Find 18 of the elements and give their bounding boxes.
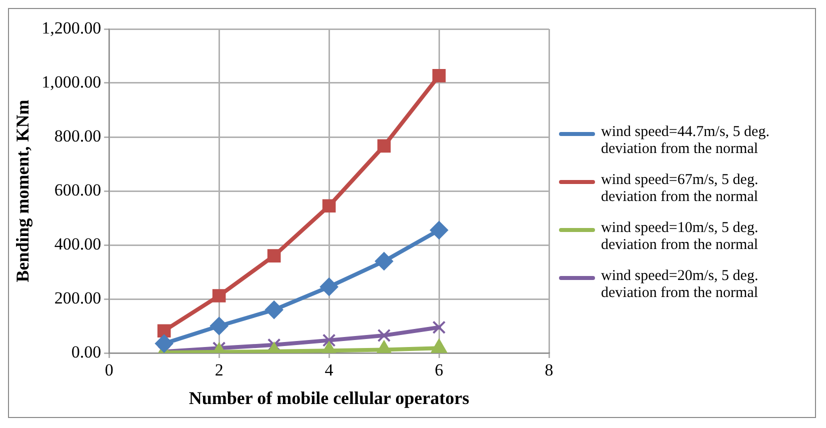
y-tick-label: 400.00	[54, 234, 102, 254]
y-tick-label: 200.00	[54, 288, 102, 308]
legend-label: wind speed=44.7m/s, 5 deg. deviation from the normal	[601, 124, 770, 158]
y-tick-label: 0.00	[71, 342, 102, 362]
y-tick-label: 800.00	[54, 126, 102, 146]
y-axis-title: Bending moment, KNm	[12, 100, 32, 282]
y-tick-label: 1,200.00	[42, 18, 102, 38]
legend-label: wind speed=10m/s, 5 deg. deviation from the normal	[601, 220, 760, 254]
x-tick-label: 6	[434, 360, 444, 380]
x-tick-label: 0	[104, 360, 114, 380]
x-axis-title: Number of mobile cellular operators	[188, 388, 470, 408]
y-tick-label: 600.00	[54, 180, 102, 200]
legend-label: wind speed=20m/s, 5 deg. deviation from the normal	[601, 268, 760, 302]
y-tick-label: 1,000.00	[42, 72, 102, 92]
x-tick-label: 8	[544, 360, 554, 380]
x-tick-label: 4	[324, 360, 334, 380]
legend-label: wind speed=67m/s, 5 deg. deviation from the normal	[601, 172, 760, 206]
x-tick-label: 2	[214, 360, 224, 380]
